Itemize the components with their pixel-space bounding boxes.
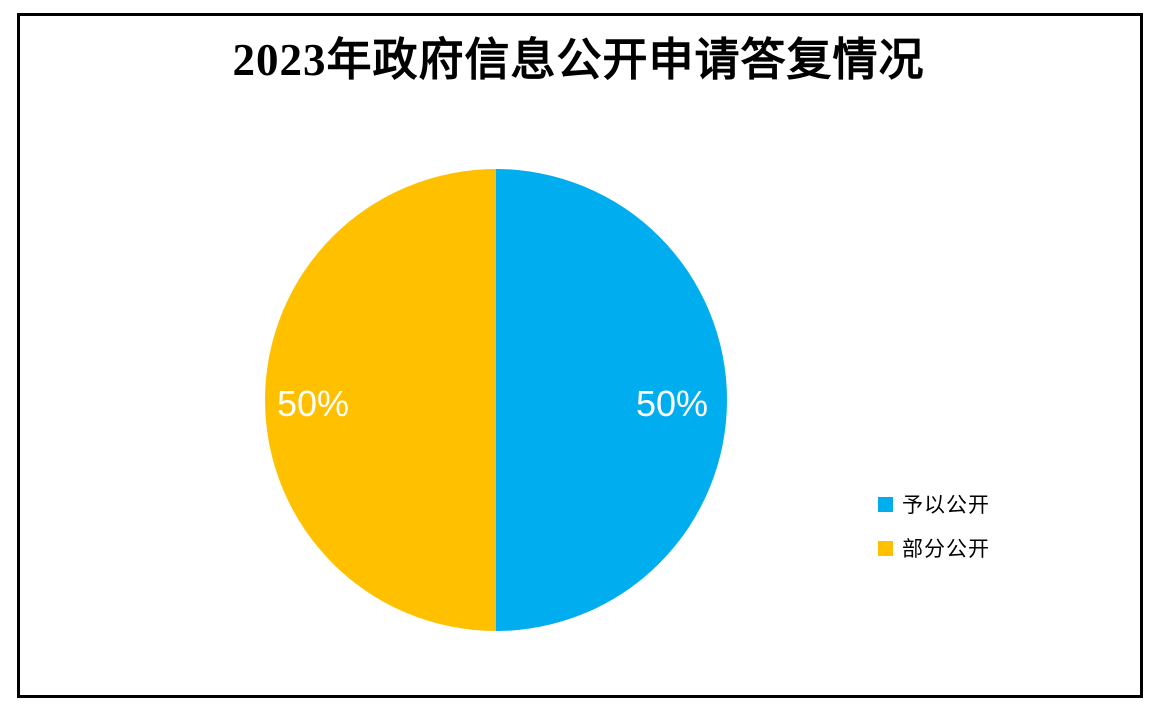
chart-border-frame <box>17 13 1143 698</box>
legend-label: 部分公开 <box>902 537 990 561</box>
pie-data-label-disclosed: 50% <box>636 383 709 424</box>
chart-legend: 予以公开 部分公开 <box>878 490 990 562</box>
legend-item: 部分公开 <box>878 534 990 562</box>
legend-swatch <box>878 540 893 556</box>
pie-chart <box>265 169 727 631</box>
legend-item: 予以公开 <box>878 490 990 518</box>
legend-swatch <box>878 496 893 512</box>
chart-title: 2023年政府信息公开申请答复情况 <box>232 35 925 85</box>
legend-label: 予以公开 <box>902 493 990 517</box>
pie-data-label-partially-disclosed: 50% <box>277 383 350 424</box>
